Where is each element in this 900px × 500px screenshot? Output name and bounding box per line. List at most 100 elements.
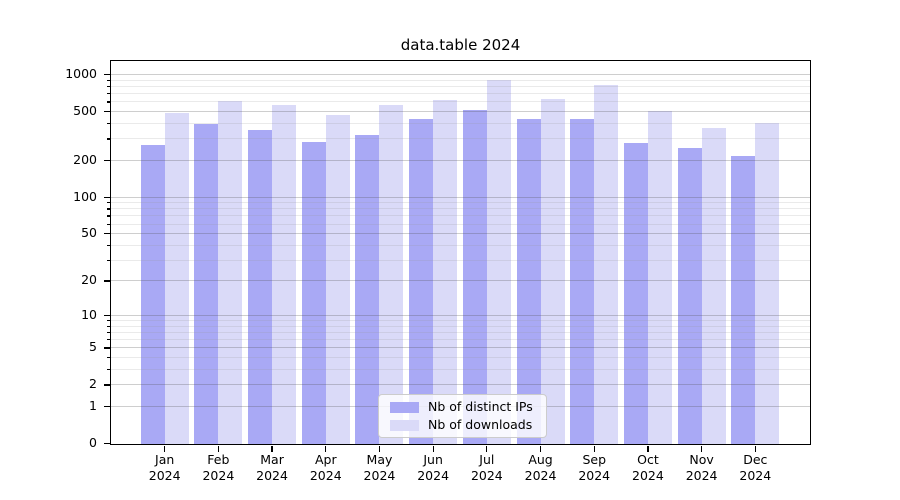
x-tick-apr	[325, 445, 327, 452]
y-minor-tick-700	[106, 93, 110, 95]
x-tick-aug	[539, 445, 542, 452]
bar-nov-distinct-ips	[677, 148, 702, 444]
bar-may-downloads	[379, 104, 404, 444]
gridline-major-1000	[111, 74, 810, 76]
gridline-minor-4	[111, 357, 810, 359]
bar-jun-downloads	[433, 99, 458, 444]
y-minor-tick-70	[106, 215, 110, 217]
x-label-month: Jan	[155, 452, 175, 467]
y-tick-label-1: 1	[89, 397, 97, 413]
gridline-major-2	[111, 384, 810, 386]
y-minor-tick-9	[106, 320, 110, 322]
gridline-major-50	[111, 233, 810, 235]
gridline-minor-7	[111, 331, 810, 333]
gridline-minor-600	[111, 101, 810, 103]
x-tick-label-mar: Mar 2024	[237, 452, 307, 484]
x-label-year: 2024	[685, 468, 718, 483]
x-tick-jul	[486, 445, 488, 452]
x-tick-label-aug: Aug 2024	[506, 452, 576, 484]
legend: Nb of distinct IPs Nb of downloads	[378, 394, 547, 438]
x-tick-mar	[271, 445, 273, 452]
y-minor-tick-4	[106, 357, 110, 359]
x-label-year: 2024	[417, 468, 450, 483]
gridline-minor-8	[111, 325, 810, 327]
x-label-year: 2024	[739, 468, 772, 483]
y-tick-500	[104, 111, 110, 113]
x-tick-label-jan: Jan 2024	[130, 452, 200, 484]
bar-oct-distinct-ips	[623, 143, 648, 444]
x-tick-label-jun: Jun 2024	[398, 452, 468, 484]
x-label-month: Aug	[528, 452, 553, 467]
x-tick-feb	[217, 445, 219, 452]
x-label-month: May	[366, 452, 393, 467]
x-label-month: Jul	[479, 452, 495, 467]
y-tick-label-200: 200	[73, 151, 97, 167]
x-label-month: Oct	[637, 452, 659, 467]
y-minor-tick-900	[106, 79, 110, 81]
x-tick-label-apr: Apr 2024	[291, 452, 361, 484]
bar-jul-downloads	[486, 80, 511, 444]
legend-label-downloads: Nb of downloads	[428, 417, 533, 432]
x-tick-label-may: May 2024	[344, 452, 414, 484]
bar-mar-distinct-ips	[248, 129, 273, 444]
y-minor-tick-800	[106, 86, 110, 88]
x-tick-label-nov: Nov 2024	[667, 452, 737, 484]
legend-swatch-downloads	[390, 419, 419, 431]
x-label-month: Nov	[689, 452, 714, 467]
gridline-minor-30	[111, 259, 810, 261]
bar-sep-distinct-ips	[570, 118, 595, 444]
gridline-minor-900	[111, 79, 810, 81]
y-tick-0	[104, 443, 110, 445]
x-tick-label-dec: Dec 2024	[720, 452, 790, 484]
y-minor-tick-7	[106, 331, 110, 334]
x-tick-jun	[432, 445, 434, 452]
x-label-month: Sep	[582, 452, 606, 467]
gridline-minor-40	[111, 244, 810, 246]
bar-apr-downloads	[325, 114, 350, 444]
gridline-major-200	[111, 159, 810, 161]
bar-may-distinct-ips	[355, 134, 380, 444]
y-tick-label-500: 500	[73, 103, 97, 119]
x-label-month: Mar	[260, 452, 284, 467]
x-tick-nov	[701, 445, 703, 452]
y-tick-label-50: 50	[81, 225, 97, 241]
x-label-month: Feb	[207, 452, 230, 467]
y-minor-tick-300	[106, 138, 110, 140]
gridline-minor-9	[111, 320, 810, 322]
y-tick-label-0: 0	[89, 435, 97, 450]
y-tick-5	[104, 347, 110, 349]
y-tick-label-20: 20	[81, 272, 97, 288]
y-minor-tick-6	[106, 339, 110, 341]
bar-jun-distinct-ips	[409, 118, 434, 444]
y-tick-label-10: 10	[81, 306, 97, 322]
y-tick-1	[104, 405, 110, 408]
bar-sep-downloads	[594, 84, 619, 444]
bar-dec-distinct-ips	[731, 156, 756, 444]
x-tick-sep	[593, 445, 595, 452]
gridline-major-20	[111, 280, 810, 282]
y-minor-tick-40	[106, 244, 110, 246]
x-tick-may	[378, 445, 381, 452]
x-tick-oct	[647, 445, 649, 452]
y-tick-label-2: 2	[89, 376, 97, 392]
gridline-minor-700	[111, 93, 810, 95]
x-label-month: Apr	[314, 452, 337, 467]
gridline-minor-6	[111, 339, 810, 341]
x-tick-label-sep: Sep 2024	[559, 452, 629, 484]
y-minor-tick-8	[106, 325, 110, 327]
y-minor-tick-60	[106, 223, 110, 225]
gridline-minor-70	[111, 215, 810, 217]
y-minor-tick-600	[106, 101, 110, 103]
gridline-major-5	[111, 347, 810, 349]
legend-item-distinct-ips: Nb of distinct IPs	[390, 400, 546, 414]
bar-mar-downloads	[272, 104, 297, 444]
y-tick-100	[104, 196, 110, 198]
bar-feb-distinct-ips	[194, 123, 219, 444]
x-tick-label-jul: Jul 2024	[452, 452, 522, 484]
x-tick-label-feb: Feb 2024	[183, 452, 253, 484]
legend-swatch-distinct-ips	[390, 401, 419, 413]
gridline-minor-400	[111, 123, 810, 124]
bar-aug-downloads	[540, 98, 565, 444]
plot-area: 0 1 2 5 10 20 50 100 200 500 1000 Jan 2024 Feb 2024 Mar…	[65, 60, 811, 483]
